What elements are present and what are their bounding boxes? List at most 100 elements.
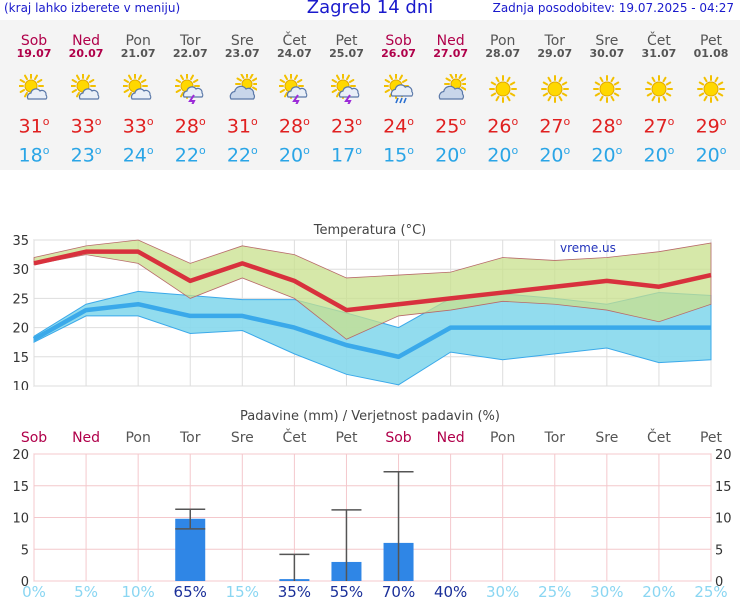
sun-icon (488, 75, 517, 103)
probability-label: 40% (434, 583, 467, 600)
min-temp-value: 20 (695, 144, 720, 167)
page-title: Zagreb 14 dni (306, 0, 434, 18)
y-tick-label: 25 (12, 292, 29, 307)
min-temp: 22o (174, 144, 206, 167)
sun-cloud-icon (19, 74, 48, 100)
y-tick-label-right: 15 (715, 480, 732, 495)
x-tick-label: Čet (282, 428, 306, 446)
probability-label: 55% (330, 583, 363, 600)
min-temp-value: 20 (278, 144, 304, 167)
max-temp-value: 23 (331, 115, 356, 138)
max-temp-value: 31 (226, 115, 252, 138)
location-hint: (kraj lahko izberete v meniju) (4, 1, 181, 15)
probability-label: 65% (174, 583, 207, 600)
day-column: Pon 21.07 33o 24o (112, 20, 164, 166)
day-column: Pon 28.07 26o 20o (477, 20, 529, 166)
day-column: Ned 27.07 25o 20o (425, 20, 477, 166)
day-name: Pet (700, 33, 723, 49)
max-temp-value: 33 (70, 115, 95, 138)
min-temp: 18o (18, 144, 50, 167)
x-tick-label: Pon (490, 430, 515, 446)
max-temp: 33o (122, 115, 154, 138)
day-name: Čet (282, 33, 307, 49)
max-temp: 24o (383, 115, 414, 138)
sun-icon (644, 75, 673, 103)
y-tick-label: 20 (12, 322, 29, 337)
x-tick-label: Tor (179, 430, 201, 446)
min-temp: 23o (70, 144, 102, 167)
probability-label: 30% (590, 583, 623, 600)
probability-label: 15% (226, 583, 259, 600)
day-date: 19.07 (16, 47, 52, 60)
day-name: Sob (385, 33, 412, 49)
probability-label: 10% (121, 583, 154, 600)
max-temp-value: 33 (122, 115, 147, 138)
min-temp: 17o (331, 144, 362, 167)
day-column: Tor 29.07 27o 20o (529, 20, 581, 166)
day-date: 30.07 (589, 47, 625, 60)
day-column: Sre 30.07 28o 20o (581, 20, 633, 166)
max-temp-value: 29 (695, 115, 720, 138)
precipitation-title: Padavine (mm) / Verjetnost padavin (%) (240, 409, 500, 424)
min-temp-value: 20 (643, 144, 668, 167)
min-temp: 20o (695, 144, 727, 167)
max-temp: 31o (18, 115, 50, 138)
max-temp: 23o (331, 115, 362, 138)
max-temp-value: 28 (174, 115, 199, 138)
y-tick-label: 15 (12, 480, 29, 495)
day-date: 31.07 (641, 47, 677, 60)
y-tick-label: 0 (21, 575, 29, 590)
max-temp: 27o (643, 115, 675, 138)
probability-label: 25% (538, 583, 571, 600)
day-column: Sre 23.07 31o 22o (216, 20, 268, 166)
probability-label: 30% (486, 583, 519, 600)
cloud-sun-icon (438, 74, 466, 100)
sun-cloud-icon (123, 74, 152, 100)
y-tick-label-right: 20 (715, 448, 732, 463)
cloud-sun-icon (230, 74, 258, 100)
x-tick-label: Sob (385, 430, 411, 446)
max-temp: 28o (278, 115, 310, 138)
max-temp-range (33, 239, 712, 340)
min-temp: 20o (591, 144, 623, 167)
day-column: Sob 19.07 31o 18o (8, 20, 60, 166)
x-tick-label: Ned (72, 430, 100, 446)
day-column: Pet 25.07 23o 17o (320, 20, 372, 166)
day-name: Sre (595, 33, 619, 49)
probability-label: 5% (74, 583, 98, 600)
day-date: 25.07 (329, 47, 364, 60)
y-tick-label: 35 (12, 234, 29, 249)
max-temp-value: 27 (539, 115, 564, 138)
y-tick-label-right: 10 (715, 512, 732, 527)
max-temp: 29o (695, 115, 727, 138)
max-temp: 33o (70, 115, 102, 138)
x-tick-label: Čet (647, 428, 671, 446)
day-name: Čet (647, 33, 671, 49)
max-temp-value: 27 (643, 115, 668, 138)
day-column: Ned 20.07 33o 23o (60, 20, 112, 166)
temperature-title: Temperatura (°C) (313, 223, 426, 238)
x-tick-label: Pet (700, 430, 723, 446)
day-date: 20.07 (68, 47, 104, 60)
day-name: Ned (436, 33, 465, 49)
max-temp: 28o (591, 115, 623, 138)
min-temp-value: 17 (331, 144, 356, 167)
day-name: Ned (72, 33, 101, 49)
probability-label: 35% (278, 583, 311, 600)
watermark: vreme.us (560, 241, 616, 255)
day-date: 01.08 (693, 47, 729, 60)
min-temp-value: 18 (18, 144, 43, 167)
min-temp-line (32, 301, 711, 360)
min-temp: 20o (539, 144, 571, 167)
y-tick-label: 30 (12, 263, 29, 278)
probability-label: 70% (382, 583, 415, 600)
day-date: 26.07 (381, 47, 416, 60)
day-date: 23.07 (224, 47, 260, 60)
last-updated: Zadnja posodobitev: 19.07.2025 - 04:27 (492, 1, 734, 15)
day-date: 29.07 (537, 47, 573, 60)
sun-icon (540, 75, 569, 103)
y-tick-label: 10 (12, 380, 29, 390)
max-temp: 28o (174, 115, 206, 138)
day-column: Pet 01.08 29o 20o (685, 20, 737, 166)
header: (kraj lahko izberete v meniju) Zagreb 14… (0, 0, 740, 20)
